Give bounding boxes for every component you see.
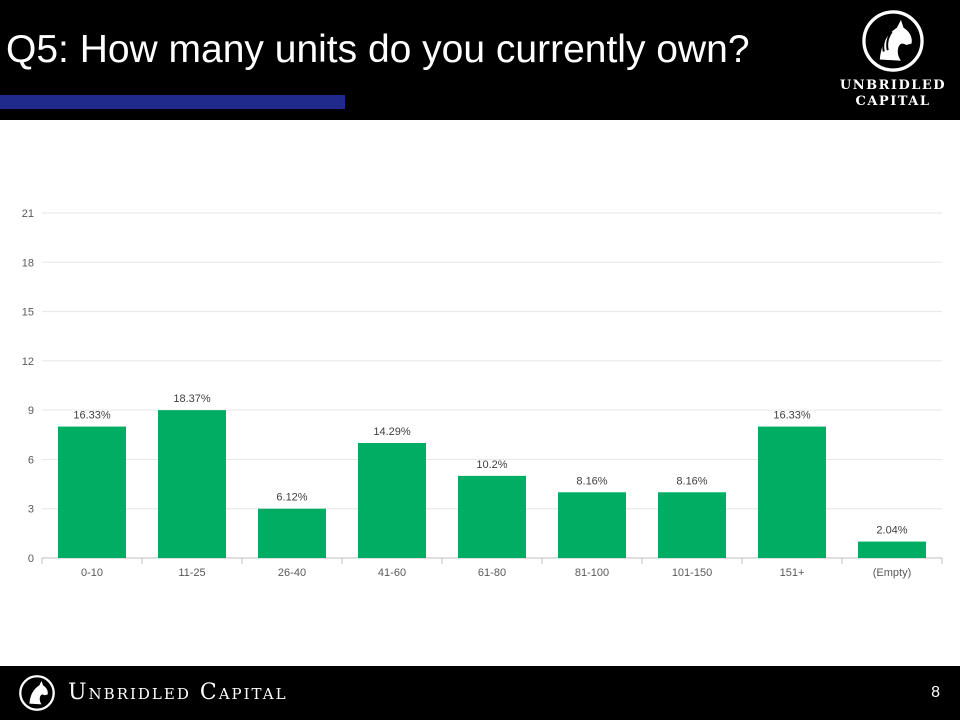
x-tick-label: 101-150 bbox=[672, 567, 712, 579]
data-label: 8.16% bbox=[576, 475, 607, 487]
x-tick-label: 26-40 bbox=[278, 567, 306, 579]
bar bbox=[258, 508, 326, 558]
x-tick-label: 41-60 bbox=[378, 567, 406, 579]
brand-name-line2: CAPITAL bbox=[855, 94, 931, 109]
brand-logo: UNBRIDLED CAPITAL bbox=[838, 8, 948, 112]
brand-name-line1: UNBRIDLED bbox=[839, 78, 947, 93]
horse-head-icon bbox=[19, 675, 55, 711]
y-tick-label: 6 bbox=[28, 454, 34, 466]
y-tick-label: 15 bbox=[22, 307, 34, 319]
footer-bar: Unbridled Capital 8 bbox=[0, 666, 960, 720]
data-label: 8.16% bbox=[676, 475, 707, 487]
header-bar: Q5: How many units do you currently own?… bbox=[0, 0, 960, 120]
data-label: 2.04% bbox=[876, 525, 907, 537]
data-label: 6.12% bbox=[276, 492, 307, 504]
slide-title: Q5: How many units do you currently own? bbox=[6, 28, 750, 71]
bar bbox=[758, 426, 826, 558]
bar bbox=[558, 492, 626, 558]
x-tick-label: 81-100 bbox=[575, 567, 609, 579]
footer-company-name: Unbridled Capital bbox=[68, 680, 288, 705]
x-tick-label: 0-10 bbox=[81, 567, 103, 579]
data-label: 16.33% bbox=[73, 410, 111, 422]
x-tick-label: 61-80 bbox=[478, 567, 506, 579]
bar bbox=[658, 492, 726, 558]
data-label: 14.29% bbox=[373, 426, 411, 438]
x-tick-label: 151+ bbox=[780, 567, 805, 579]
y-tick-label: 18 bbox=[22, 257, 34, 269]
bar bbox=[358, 443, 426, 558]
bar bbox=[58, 426, 126, 558]
y-tick-label: 21 bbox=[22, 208, 34, 220]
x-tick-label: (Empty) bbox=[873, 567, 912, 579]
data-label: 10.2% bbox=[476, 459, 507, 471]
bar bbox=[458, 475, 526, 558]
horse-head-icon bbox=[862, 10, 924, 72]
page-number: 8 bbox=[931, 684, 940, 701]
y-tick-label: 12 bbox=[22, 356, 34, 368]
y-tick-label: 9 bbox=[28, 405, 34, 417]
bar-chart: 0 3 6 9 12 15 18 21 16.33% 0-10 18.37% 11-25 6.12% 26… bbox=[22, 208, 943, 579]
data-label: 18.37% bbox=[173, 393, 211, 405]
x-tick-label: 11-25 bbox=[178, 567, 205, 579]
accent-bar bbox=[0, 95, 345, 109]
bar bbox=[858, 541, 926, 558]
y-tick-label: 0 bbox=[28, 553, 34, 565]
bar bbox=[158, 410, 226, 558]
y-tick-label: 3 bbox=[28, 504, 34, 516]
data-label: 16.33% bbox=[773, 410, 811, 422]
